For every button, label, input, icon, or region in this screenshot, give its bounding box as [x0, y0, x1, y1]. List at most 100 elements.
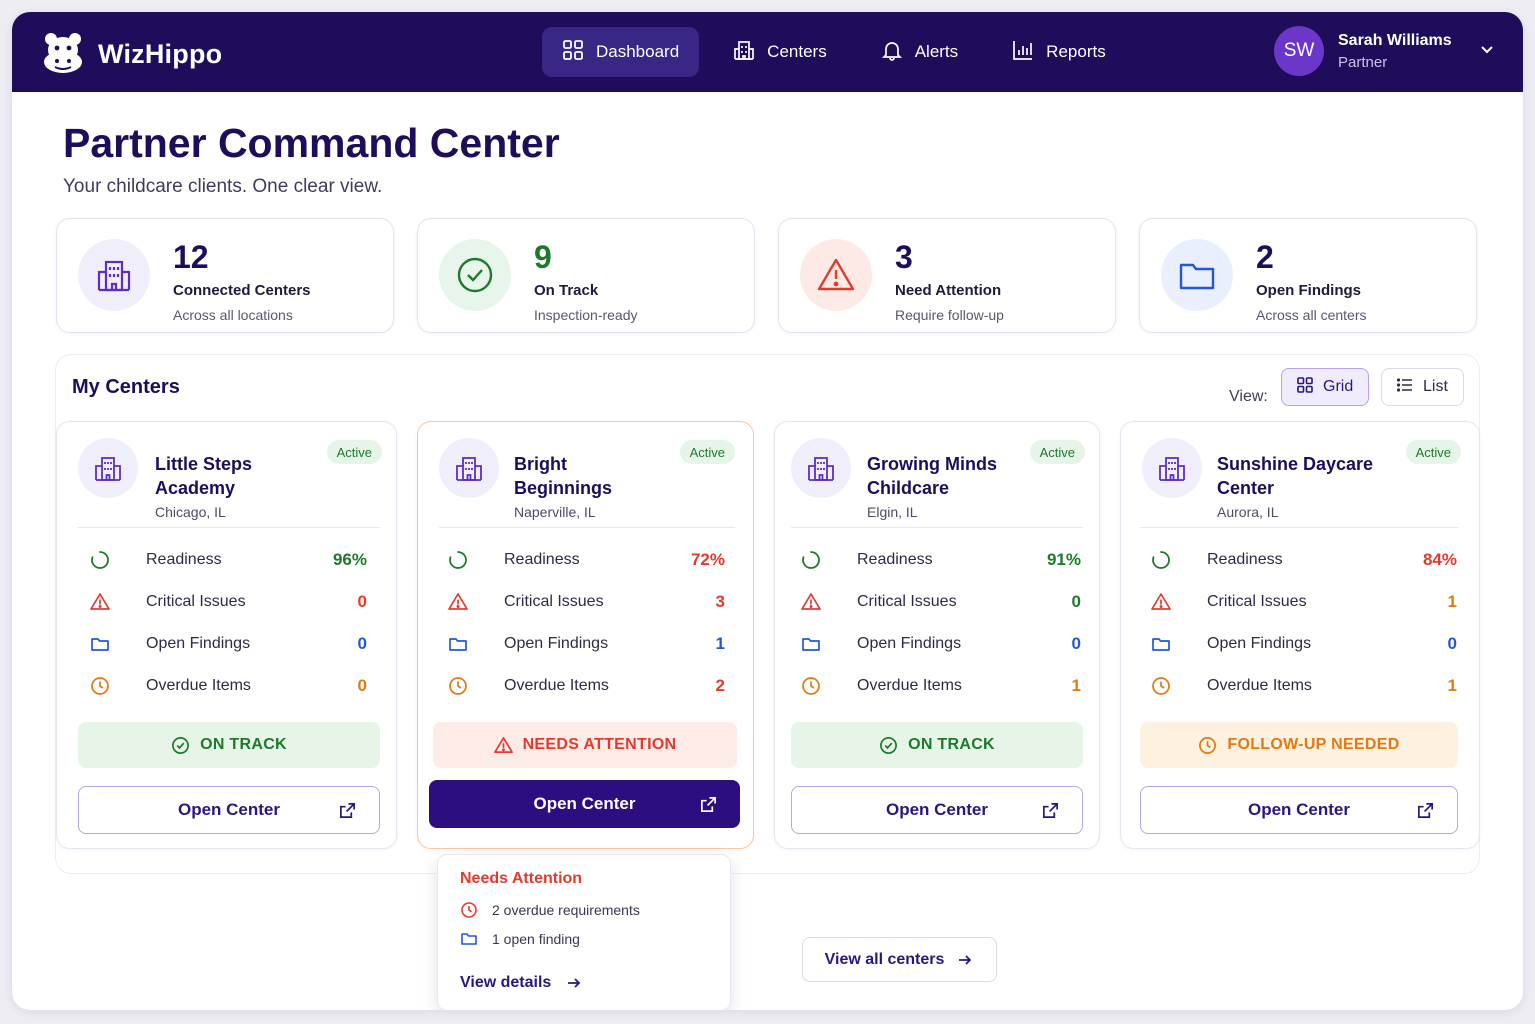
section-title: My Centers: [72, 376, 180, 398]
nav-alerts-label: Alerts: [914, 42, 959, 61]
metric-value: 1: [1447, 676, 1457, 695]
folder-icon: [461, 933, 477, 945]
divider: [791, 527, 1083, 528]
status-badge: Active: [1405, 440, 1461, 464]
metric-label: Overdue Items: [504, 677, 609, 694]
metric-value: 3: [715, 592, 725, 611]
open-center-button[interactable]: Open Center: [791, 786, 1083, 834]
stat-value: 3: [895, 239, 913, 275]
metric-overdue: Overdue Items 0: [90, 674, 367, 698]
metric-value: 2: [715, 676, 725, 695]
nav-centers[interactable]: Centers: [713, 27, 847, 77]
list-view-button[interactable]: List: [1381, 368, 1464, 406]
view-details-link[interactable]: View details: [460, 974, 583, 992]
external-link-icon: [700, 796, 717, 812]
metric-value: 96%: [332, 550, 367, 569]
stat-label: On Track: [534, 282, 599, 299]
status-banner: ON TRACK: [78, 722, 380, 768]
metric-label: Readiness: [504, 551, 580, 568]
stat-card-on-track[interactable]: 9 On Track Inspection-ready: [417, 218, 755, 333]
metric-value: 1: [1447, 592, 1457, 611]
folder-icon: [1152, 638, 1170, 651]
metric-value: 1: [715, 634, 725, 653]
building-icon: [78, 239, 150, 311]
stat-card-open-findings[interactable]: 2 Open Findings Across all centers: [1139, 218, 1477, 333]
progress-ring-icon: [449, 551, 467, 569]
center-name: Bright Beginnings: [514, 454, 612, 498]
arrow-right-icon: [959, 954, 972, 965]
open-center-label: Open Center: [885, 800, 989, 819]
status-banner: ON TRACK: [791, 722, 1083, 768]
view-all-label: View all centers: [824, 950, 945, 968]
popover-line-1: 2 overdue requirements: [492, 902, 640, 918]
metric-label: Open Findings: [504, 635, 609, 652]
metric-value: 91%: [1046, 550, 1081, 569]
stat-sub: Inspection-ready: [534, 307, 638, 323]
grid-view-button[interactable]: Grid: [1281, 368, 1369, 406]
stat-sub: Across all centers: [1256, 307, 1367, 323]
nav-dashboard[interactable]: Dashboard: [542, 27, 700, 77]
popover-overdue-line: 2 overdue requirements: [460, 901, 640, 919]
metric-critical: Critical Issues 1: [1151, 590, 1457, 614]
avatar: SW: [1274, 26, 1324, 76]
metric-findings: Open Findings 1: [448, 632, 725, 656]
building-icon: [1142, 438, 1202, 498]
building-icon: [78, 438, 138, 498]
external-link-icon: [1417, 802, 1434, 818]
metric-label: Open Findings: [857, 635, 962, 652]
warning-icon: [90, 593, 110, 610]
metric-value: 0: [357, 634, 367, 653]
center-card[interactable]: Growing Minds Childcare Elgin, IL Active…: [774, 421, 1100, 849]
metric-overdue: Overdue Items 1: [1151, 674, 1457, 698]
warning-icon: [493, 736, 513, 753]
status-badge: Active: [679, 440, 735, 464]
view-all-centers-button[interactable]: View all centers: [802, 937, 997, 982]
open-center-button[interactable]: Open Center: [429, 780, 740, 828]
metric-label: Critical Issues: [857, 593, 957, 610]
open-center-button[interactable]: Open Center: [1140, 786, 1458, 834]
progress-ring-icon: [802, 551, 820, 569]
metric-label: Readiness: [1207, 551, 1283, 568]
metric-label: Critical Issues: [1207, 593, 1307, 610]
status-text: ON TRACK: [200, 736, 287, 753]
metric-value: 0: [357, 592, 367, 611]
metric-findings: Open Findings 0: [90, 632, 367, 656]
warning-icon: [448, 593, 468, 610]
folder-icon: [91, 638, 109, 651]
metric-findings: Open Findings 0: [801, 632, 1081, 656]
metric-label: Readiness: [857, 551, 933, 568]
metric-value: 0: [357, 676, 367, 695]
open-center-button[interactable]: Open Center: [78, 786, 380, 834]
center-location: Elgin, IL: [867, 504, 918, 520]
app-window: WizHippo Dashboard C: [12, 12, 1523, 1010]
stat-value: 9: [534, 239, 552, 275]
center-name: Sunshine Daycare Center: [1217, 454, 1374, 498]
stat-value: 2: [1256, 239, 1274, 275]
center-card[interactable]: Little Steps Academy Chicago, IL Active …: [56, 421, 397, 849]
user-menu[interactable]: SW Sarah Williams Partner: [1274, 26, 1496, 76]
clock-icon: [1199, 736, 1217, 754]
check-circle-icon: [880, 736, 898, 754]
popover-findings-line: 1 open finding: [460, 930, 580, 948]
nav-reports[interactable]: Reports: [992, 27, 1126, 77]
stat-label: Connected Centers: [173, 282, 311, 299]
center-card[interactable]: Bright Beginnings Naperville, IL Active …: [417, 421, 754, 849]
open-center-label: Open Center: [177, 800, 281, 819]
nav-reports-label: Reports: [1046, 42, 1106, 61]
divider: [1140, 527, 1458, 528]
center-card[interactable]: Sunshine Daycare Center Aurora, IL Activ…: [1120, 421, 1480, 849]
status-text: NEEDS ATTENTION: [522, 736, 677, 753]
metric-value: 1: [1071, 676, 1081, 695]
nav-alerts[interactable]: Alerts: [861, 27, 978, 77]
user-role: Partner: [1338, 53, 1388, 71]
stat-card-connected-centers[interactable]: 12 Connected Centers Across all location…: [56, 218, 394, 333]
nav-centers-label: Centers: [767, 42, 827, 61]
main-nav: Dashboard Centers Alerts: [542, 27, 1126, 77]
brand[interactable]: WizHippo: [40, 30, 222, 79]
stat-card-need-attention[interactable]: 3 Need Attention Require follow-up: [778, 218, 1116, 333]
stat-label: Need Attention: [895, 282, 1002, 299]
chevron-down-icon[interactable]: [1466, 40, 1496, 63]
center-location: Naperville, IL: [514, 504, 596, 520]
metric-label: Overdue Items: [857, 677, 962, 694]
folder-icon: [449, 638, 467, 651]
